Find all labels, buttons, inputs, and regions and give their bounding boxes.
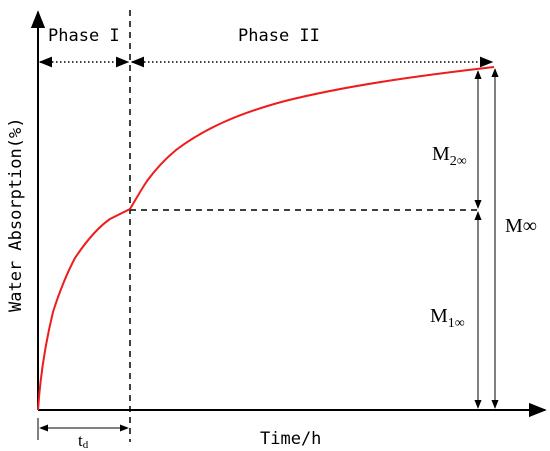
td-label: td <box>78 431 89 451</box>
y-axis-label: Water Absorption(%) <box>6 118 26 312</box>
phase1-label: Phase I <box>48 26 120 46</box>
m-total-label: M∞ <box>505 215 537 237</box>
absorption-curve <box>37 66 495 411</box>
m1-label: M1∞ <box>430 305 465 331</box>
x-axis-label: Time/h <box>260 429 321 449</box>
phase2-label: Phase II <box>238 26 320 46</box>
m2-label: M2∞ <box>432 143 467 169</box>
